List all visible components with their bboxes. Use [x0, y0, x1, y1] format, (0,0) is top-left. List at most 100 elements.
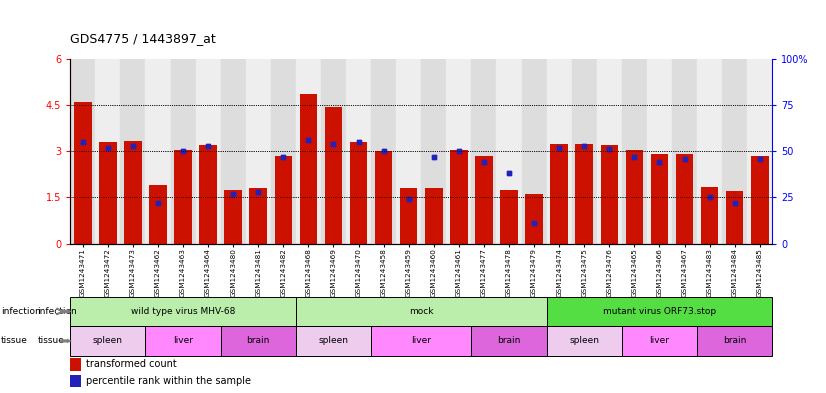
Bar: [697, 59, 722, 244]
Point: [226, 191, 240, 197]
Point: [653, 159, 666, 165]
Bar: [274, 156, 292, 244]
Bar: [622, 326, 697, 356]
Point: [301, 137, 315, 143]
Point: [352, 139, 365, 145]
Bar: [225, 190, 242, 244]
Bar: [174, 150, 192, 244]
Bar: [751, 156, 768, 244]
Point: [453, 148, 466, 154]
Point: [453, 148, 466, 154]
Point: [577, 143, 591, 149]
Bar: [300, 94, 317, 244]
Bar: [622, 59, 647, 244]
Bar: [572, 59, 597, 244]
Point: [252, 189, 265, 195]
Point: [577, 143, 591, 149]
Point: [553, 145, 566, 151]
Bar: [446, 59, 472, 244]
Bar: [550, 143, 568, 244]
Bar: [425, 188, 443, 244]
Point: [126, 143, 140, 149]
Point: [151, 200, 164, 206]
Point: [528, 220, 541, 226]
Bar: [300, 94, 317, 244]
Point: [502, 170, 515, 176]
Point: [528, 220, 541, 226]
Text: liver: liver: [173, 336, 193, 345]
Point: [477, 159, 491, 165]
Bar: [174, 150, 192, 244]
Bar: [371, 59, 396, 244]
Point: [678, 156, 691, 162]
Text: wild type virus MHV-68: wild type virus MHV-68: [131, 307, 235, 316]
Bar: [547, 59, 572, 244]
Text: tissue: tissue: [1, 336, 28, 345]
Bar: [748, 59, 772, 244]
Bar: [225, 190, 242, 244]
Bar: [547, 326, 622, 356]
Text: mutant virus ORF73.stop: mutant virus ORF73.stop: [603, 307, 716, 316]
Point: [703, 194, 716, 200]
Point: [177, 148, 190, 154]
Text: spleen: spleen: [569, 336, 599, 345]
Bar: [99, 142, 116, 244]
Bar: [700, 187, 719, 244]
Bar: [425, 188, 443, 244]
Point: [202, 143, 215, 149]
Bar: [70, 326, 145, 356]
Bar: [249, 188, 267, 244]
Text: transformed count: transformed count: [86, 359, 177, 369]
Point: [477, 159, 491, 165]
Point: [628, 154, 641, 160]
Bar: [246, 59, 271, 244]
Point: [603, 146, 616, 152]
Text: liver: liver: [411, 336, 431, 345]
Bar: [349, 142, 368, 244]
Point: [653, 159, 666, 165]
Bar: [70, 358, 81, 371]
Bar: [150, 185, 167, 244]
Point: [76, 139, 89, 145]
Point: [402, 196, 415, 202]
Bar: [70, 297, 296, 326]
Point: [402, 196, 415, 202]
Bar: [472, 326, 547, 356]
Text: GDS4775 / 1443897_at: GDS4775 / 1443897_at: [70, 32, 216, 45]
Bar: [296, 59, 321, 244]
Bar: [525, 195, 543, 244]
Bar: [726, 191, 743, 244]
Bar: [676, 154, 693, 244]
Bar: [651, 154, 668, 244]
Bar: [349, 142, 368, 244]
Point: [427, 154, 440, 160]
Bar: [170, 59, 196, 244]
Point: [377, 148, 390, 154]
Bar: [450, 150, 468, 244]
Point: [678, 156, 691, 162]
Bar: [99, 142, 116, 244]
Text: brain: brain: [497, 336, 520, 345]
Point: [327, 141, 340, 147]
Bar: [145, 59, 170, 244]
Bar: [221, 59, 246, 244]
Point: [427, 154, 440, 160]
Point: [277, 154, 290, 160]
Bar: [475, 156, 493, 244]
Point: [277, 154, 290, 160]
Bar: [271, 59, 296, 244]
Bar: [321, 59, 346, 244]
Point: [102, 145, 115, 151]
Bar: [521, 59, 547, 244]
Point: [703, 194, 716, 200]
Text: infection: infection: [1, 307, 40, 316]
Bar: [475, 156, 493, 244]
Bar: [597, 59, 622, 244]
Point: [177, 148, 190, 154]
Text: brain: brain: [247, 336, 270, 345]
Bar: [421, 59, 446, 244]
Point: [553, 145, 566, 151]
Bar: [249, 188, 267, 244]
Point: [352, 139, 365, 145]
Point: [151, 200, 164, 206]
